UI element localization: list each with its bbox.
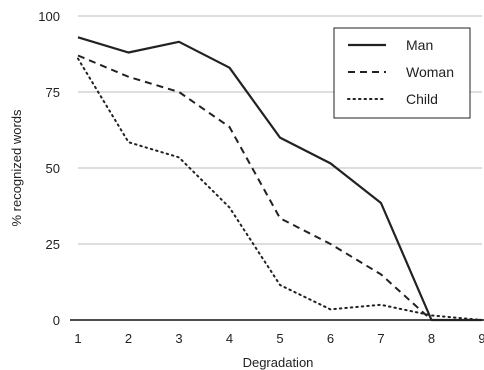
x-tick-label: 1 [74, 331, 81, 346]
y-tick-label: 25 [46, 237, 60, 252]
legend-box [333, 27, 471, 119]
x-tick-label: 6 [327, 331, 334, 346]
y-tick-labels: 0 25 50 75 100 [38, 9, 60, 328]
x-tick-label: 9 [478, 331, 484, 346]
series-line-child [77, 57, 483, 321]
legend-label-child: Child [406, 91, 438, 107]
series-line-woman [77, 54, 482, 321]
x-axis-title: Degradation [243, 355, 314, 370]
y-tick-label: 100 [38, 9, 60, 24]
gridlines [78, 15, 482, 245]
x-tick-label: 8 [428, 331, 435, 346]
y-tick-label: 75 [46, 85, 60, 100]
x-tick-label: 3 [175, 331, 182, 346]
legend: Man Woman Child [333, 27, 471, 119]
y-axis-title: % recognized words [9, 109, 24, 227]
x-tick-label: 7 [377, 331, 384, 346]
series-lines [77, 36, 483, 322]
x-tick-label: 2 [125, 331, 132, 346]
x-tick-label: 5 [276, 331, 283, 346]
x-tick-labels: 1 2 3 4 5 6 7 8 9 [74, 331, 484, 346]
y-tick-label: 0 [53, 313, 60, 328]
legend-label-man: Man [406, 37, 433, 53]
x-tick-label: 4 [226, 331, 233, 346]
legend-label-woman: Woman [406, 64, 454, 80]
y-tick-label: 50 [46, 161, 60, 176]
series-line-man [77, 36, 482, 322]
